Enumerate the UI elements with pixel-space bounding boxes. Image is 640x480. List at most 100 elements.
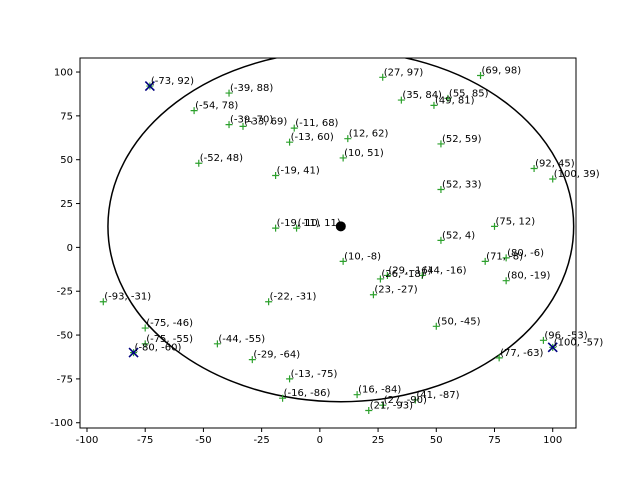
data-point-label: (-93, -31)	[104, 292, 151, 303]
y-tick-label: -25	[57, 287, 73, 298]
data-point	[481, 257, 489, 265]
data-point	[430, 101, 438, 109]
data-point	[379, 401, 387, 409]
data-point	[437, 140, 445, 148]
data-point-label: (-75, -46)	[146, 318, 193, 329]
x-tick-label: -25	[253, 435, 269, 446]
data-point-label: (-19, 41)	[277, 165, 320, 176]
data-point	[99, 298, 107, 306]
data-point-label: (-33, 69)	[244, 116, 287, 127]
data-point	[365, 406, 373, 414]
points-layer	[99, 72, 557, 414]
data-point-label: (69, 98)	[482, 66, 522, 77]
data-point	[213, 340, 221, 348]
plot-frame	[79, 57, 577, 429]
data-point	[539, 336, 547, 344]
data-point-label: (-13, -75)	[291, 369, 338, 380]
data-point-label: (27, -90)	[384, 395, 427, 406]
data-point-label: (23, -27)	[374, 285, 417, 296]
hull-point-marker	[128, 347, 139, 358]
data-point	[272, 171, 280, 179]
data-point-label: (-39, 70)	[230, 115, 273, 126]
data-point-label: (-39, 88)	[230, 83, 273, 94]
x-axis: -100 -75 -50 -25 0 25 50 75 100	[76, 428, 562, 446]
data-point-label: (-22, -31)	[270, 292, 317, 303]
data-point-label: (-52, 48)	[200, 153, 243, 164]
data-point	[272, 224, 280, 232]
data-point	[225, 89, 233, 97]
data-point	[141, 340, 149, 348]
x-tick-label: 0	[317, 435, 323, 446]
data-point-label: (55, 85)	[449, 88, 489, 99]
hull-marker-layer	[128, 80, 558, 358]
data-point	[195, 159, 203, 167]
data-point-label: (10, 51)	[344, 148, 384, 159]
data-point-label: (41, -87)	[416, 390, 459, 401]
data-point-label: (10, -8)	[344, 251, 381, 262]
y-tick-label: -50	[57, 331, 73, 342]
data-point	[279, 394, 287, 402]
y-axis: -100 -75 -50 -25 0 25 50 75 100	[50, 68, 80, 429]
center-point	[335, 221, 346, 232]
x-tick-label: -100	[76, 435, 99, 446]
data-point	[418, 271, 426, 279]
data-point	[379, 73, 387, 81]
data-point-label: (52, 33)	[442, 180, 482, 191]
data-point-label: (29, -16)	[388, 265, 431, 276]
y-tick-label: -100	[50, 418, 73, 429]
hull-point-marker	[144, 80, 155, 92]
data-point-label: (49, 81)	[435, 95, 475, 106]
data-point	[286, 375, 294, 383]
data-point	[286, 138, 294, 146]
data-point	[344, 135, 352, 143]
data-point	[383, 271, 391, 279]
data-point-label: (-19, 11)	[277, 218, 320, 229]
data-point	[290, 124, 298, 132]
data-point	[376, 275, 384, 283]
data-point	[502, 254, 510, 262]
data-point	[239, 122, 247, 130]
data-point	[248, 356, 256, 364]
data-point-label: (77, -63)	[500, 348, 543, 359]
data-point	[502, 277, 510, 285]
hull-point-marker	[547, 342, 558, 353]
data-point	[190, 107, 198, 115]
data-point-label: (12, 62)	[349, 129, 389, 140]
data-point	[369, 291, 377, 299]
data-point	[437, 236, 445, 244]
data-point-label: (16, -84)	[358, 385, 401, 396]
x-tick-label: -50	[195, 435, 211, 446]
data-point	[490, 222, 498, 230]
data-point-label: (96, -53)	[544, 330, 587, 341]
data-point	[530, 164, 538, 172]
data-point	[549, 175, 557, 183]
data-point-label: (-13, 60)	[291, 132, 334, 143]
y-tick-label: -75	[57, 374, 73, 385]
data-point-label: (-16, -86)	[284, 388, 331, 399]
data-point-label: (26, -18)	[381, 269, 424, 280]
data-point-label: (-54, 78)	[195, 101, 238, 112]
data-point	[411, 396, 419, 404]
data-point-label: (-73, 92)	[151, 76, 194, 87]
data-point	[444, 94, 452, 102]
data-point	[353, 391, 361, 399]
y-tick-label: 75	[60, 111, 73, 122]
y-tick-label: 25	[60, 199, 73, 210]
data-point-label: (50, -45)	[437, 316, 480, 327]
x-tick-label: 50	[430, 435, 443, 446]
data-point-label: (21, -93)	[370, 400, 413, 411]
data-point-label: (71, -8)	[486, 251, 523, 262]
data-point	[495, 354, 503, 362]
data-point	[141, 324, 149, 332]
data-point-label: (100, -57)	[554, 337, 604, 348]
data-point	[293, 224, 301, 232]
data-point-label: (35, 84)	[402, 90, 442, 101]
data-point	[339, 257, 347, 265]
data-point-label: (92, 45)	[535, 158, 575, 169]
x-tick-label: 100	[543, 435, 562, 446]
data-point-label: (-29, -64)	[253, 350, 300, 361]
x-tick-label: -75	[137, 435, 153, 446]
data-point-label: (-80, -60)	[135, 343, 182, 354]
